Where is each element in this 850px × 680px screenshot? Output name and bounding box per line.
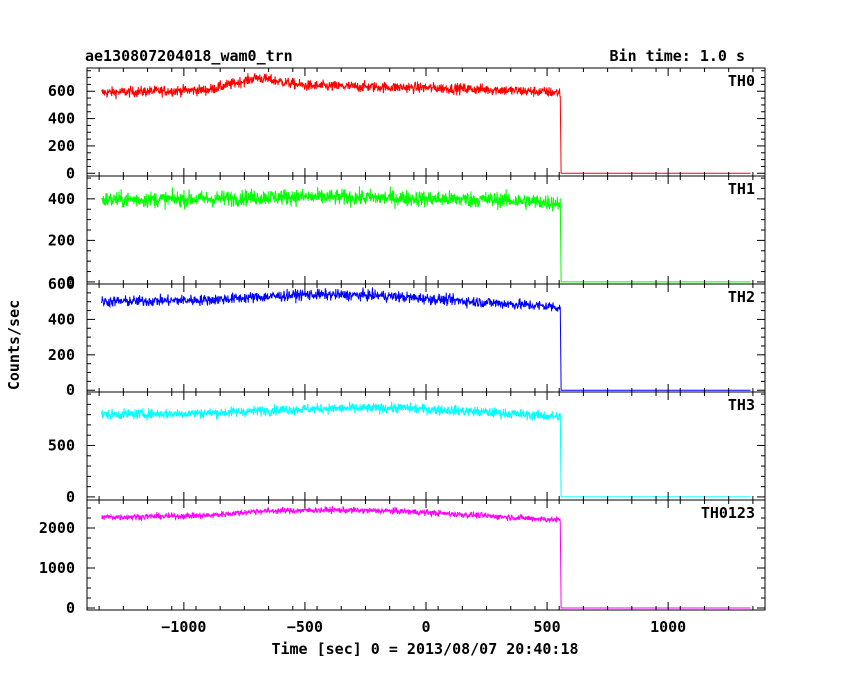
panel-th0123: 0 1000 2000 TH0123 xyxy=(39,499,766,617)
panel-label-th3: TH3 xyxy=(728,396,755,414)
panel-label-th0: TH0 xyxy=(728,72,755,90)
panel-th2: 0 200 400 600 TH2 xyxy=(48,275,766,399)
y-tick-label: 200 xyxy=(48,137,75,155)
x-tick-label: 500 xyxy=(534,618,561,636)
y-tick-label: 500 xyxy=(48,436,75,454)
x-tick-label: 1000 xyxy=(650,618,686,636)
y-tick-label: 400 xyxy=(48,310,75,328)
chart-title: ae130807204018_wam0_trn xyxy=(85,47,293,65)
series-line-th0 xyxy=(101,73,751,174)
y-tick-label: 1000 xyxy=(39,559,75,577)
y-tick-label: 0 xyxy=(66,381,75,399)
y-tick-label: 400 xyxy=(48,110,75,128)
panel-th0: 0 200 400 600 TH0 xyxy=(48,67,766,182)
y-tick-label: 0 xyxy=(66,164,75,182)
panel-th1: 0 200 400 TH1 xyxy=(48,175,766,291)
y-tick-label: 600 xyxy=(48,275,75,293)
panel-frame xyxy=(86,67,766,177)
y-tick-label: 0 xyxy=(66,273,75,291)
y-tick-label: 200 xyxy=(48,231,75,249)
y-tick-label: 0 xyxy=(66,488,75,506)
x-tick-label: −1000 xyxy=(161,618,206,636)
y-tick-label: 0 xyxy=(66,599,75,617)
series-line-th2 xyxy=(101,287,751,391)
y-tick-label: 2000 xyxy=(39,519,75,537)
y-tick-label: 400 xyxy=(48,190,75,208)
x-tick-label: −500 xyxy=(287,618,323,636)
y-axis-label: Counts/sec xyxy=(5,300,23,390)
panels-layer: 0 200 400 600 TH0 0 200 400 TH1 0 200 400 600 TH2 0 500… xyxy=(39,67,766,636)
series-line-th3 xyxy=(101,401,751,498)
panel-label-th2: TH2 xyxy=(728,288,755,306)
series-line-th0123 xyxy=(101,505,751,609)
x-axis-label: Time [sec] 0 = 2013/08/07 20:40:18 xyxy=(271,640,578,658)
y-tick-label: 200 xyxy=(48,346,75,364)
y-tick-label: 600 xyxy=(48,82,75,100)
x-tick-label: 0 xyxy=(421,618,430,636)
panel-label-th1: TH1 xyxy=(728,180,755,198)
panel-th3: 0 500 TH3 xyxy=(48,391,766,506)
bin-time-label: Bin time: 1.0 s xyxy=(610,47,745,65)
panel-label-th0123: TH0123 xyxy=(701,504,755,522)
series-line-th1 xyxy=(101,186,751,283)
